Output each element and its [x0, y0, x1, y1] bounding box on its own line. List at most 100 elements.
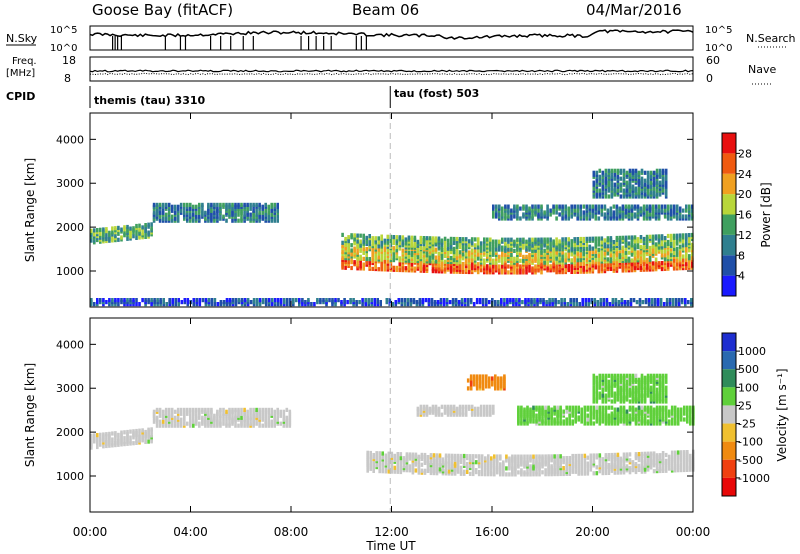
colorbar-swatch: [722, 234, 736, 256]
echo-cell: [501, 210, 504, 215]
echo-cell: [544, 458, 547, 463]
echo-cell: [344, 236, 347, 242]
echo-cell: [544, 472, 547, 477]
echo-cell: [606, 208, 610, 213]
echo-cell: [529, 407, 532, 412]
echo-cell: [592, 421, 596, 426]
echo-cell: [381, 467, 384, 472]
echo-cell: [594, 265, 598, 270]
echo-cell: [571, 409, 574, 414]
echo-cell: [362, 246, 365, 252]
echo-cell: [571, 453, 574, 459]
echo-cell: [602, 302, 606, 307]
echo-cell: [639, 244, 643, 250]
echo-cell: [622, 381, 626, 386]
echo-cell: [564, 214, 567, 219]
echo-cell: [442, 298, 446, 303]
echo-cell: [111, 236, 114, 241]
echo-cell: [523, 407, 526, 412]
echo-cell: [613, 411, 617, 416]
echo-cell: [538, 405, 541, 410]
echo-cell: [606, 251, 610, 256]
echo-cell: [655, 467, 659, 472]
echo-cell: [648, 257, 652, 262]
echo-cell: [234, 302, 238, 307]
echo-cell: [613, 172, 617, 177]
echo-cell: [183, 206, 186, 211]
echo-cell: [685, 261, 688, 267]
echo-cell: [270, 407, 273, 412]
echo-cell: [105, 235, 108, 240]
echo-cell: [588, 253, 592, 258]
echo-cell: [464, 267, 468, 273]
echo-cell: [252, 208, 255, 213]
echo-cell: [532, 405, 535, 410]
echo-cell: [150, 222, 153, 227]
echo-cell: [648, 204, 652, 209]
echo-cell: [225, 409, 228, 414]
echo-cell: [601, 393, 605, 398]
echo-cell: [552, 204, 555, 209]
echo-cell: [546, 237, 549, 242]
echo-cell: [531, 243, 534, 248]
echo-cell: [618, 206, 622, 211]
echo-cell: [132, 298, 135, 303]
echo-cell: [495, 243, 498, 248]
colorbar-swatch: [722, 194, 736, 215]
echo-cell: [581, 298, 584, 303]
echo-cell: [325, 298, 328, 303]
echo-cell: [144, 223, 147, 228]
echo-cell: [598, 453, 602, 458]
echo-cell: [492, 250, 495, 255]
echo-cell: [270, 411, 273, 416]
echo-cell: [652, 457, 656, 462]
echo-cell: [546, 208, 549, 213]
echo-cell: [258, 202, 261, 207]
echo-cell: [597, 210, 601, 215]
echo-cell: [578, 302, 581, 307]
echo-cell: [683, 405, 686, 410]
echo-cell: [173, 409, 177, 414]
echo-cell: [432, 453, 436, 458]
echo-cell: [535, 454, 538, 459]
echo-cell: [123, 436, 126, 441]
echo-cell: [615, 235, 619, 241]
echo-cell: [198, 298, 202, 303]
noise-series: [89, 29, 694, 40]
echo-cell: [414, 468, 418, 473]
echo-cell: [495, 247, 498, 252]
echo-cell: [562, 471, 565, 477]
echo-cell: [688, 254, 691, 259]
echo-cell: [366, 450, 369, 455]
echo-cell: [361, 298, 364, 303]
echo-cell: [621, 262, 625, 267]
echo-cell: [459, 453, 463, 459]
echo-cell: [520, 405, 523, 410]
echo-cell: [249, 415, 252, 420]
echo-cell: [653, 302, 657, 307]
echo-cell: [276, 218, 279, 223]
echo-cell: [402, 456, 406, 461]
echo-cell: [123, 440, 126, 445]
echo-cell: [634, 407, 638, 412]
echo-cell: [651, 261, 655, 266]
echo-cell: [637, 405, 641, 410]
echo-cell: [93, 433, 96, 438]
echo-cell: [565, 409, 568, 414]
echo-cell: [123, 225, 126, 230]
echo-cell: [598, 383, 602, 388]
echo-cell: [189, 413, 192, 418]
echo-cell: [456, 457, 460, 462]
echo-cell: [624, 204, 628, 209]
echo-cell: [543, 237, 546, 242]
echo-cell: [264, 298, 268, 303]
echo-cell: [576, 216, 579, 221]
echo-cell: [180, 300, 184, 305]
nave-tick-top: 60: [706, 54, 720, 67]
echo-cell: [610, 182, 614, 187]
echo-cell: [664, 417, 668, 422]
echo-cell: [663, 249, 667, 254]
echo-cell: [261, 407, 264, 412]
echo-cell: [533, 298, 536, 303]
echo-cell: [678, 237, 682, 242]
